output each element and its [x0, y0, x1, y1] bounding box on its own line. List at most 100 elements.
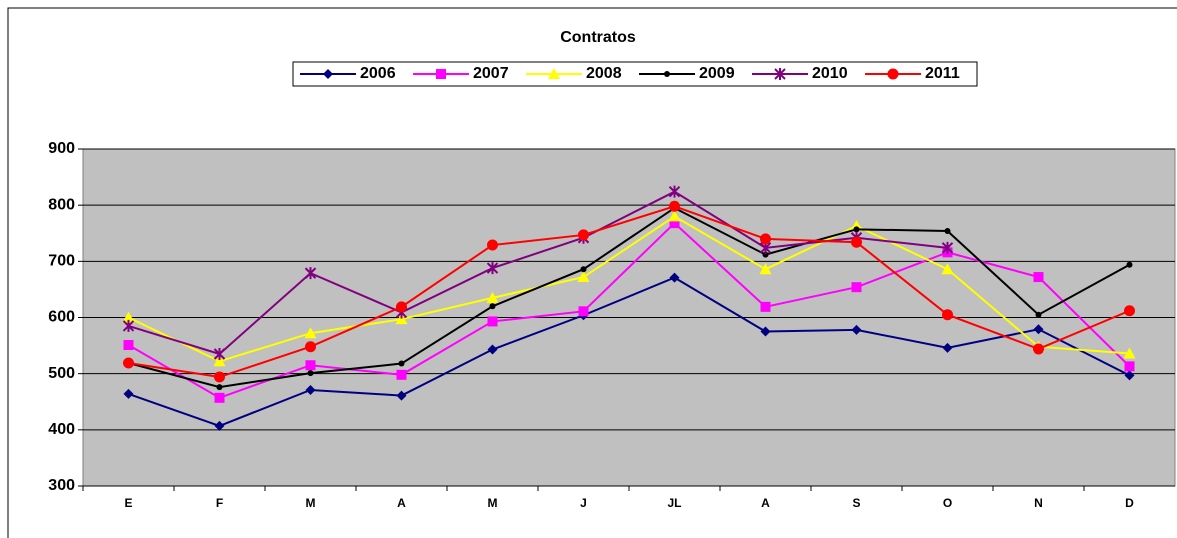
- point: [1126, 261, 1133, 268]
- point: [214, 371, 225, 383]
- point: [214, 420, 225, 431]
- series-line: [128, 215, 1130, 363]
- point: [1033, 324, 1044, 335]
- point: [1124, 305, 1135, 317]
- legend-label: 2008: [586, 65, 622, 82]
- y-tick-label: 600: [48, 309, 75, 326]
- point: [853, 226, 860, 233]
- point: [486, 262, 499, 275]
- point: [668, 185, 681, 198]
- point: [669, 200, 680, 212]
- x-tick-label: A: [397, 496, 406, 510]
- x-tick-label: M: [306, 496, 316, 510]
- legend-box: [292, 61, 978, 87]
- point: [216, 384, 223, 391]
- legend-marker: [323, 69, 333, 79]
- point: [396, 301, 407, 313]
- x-tick-label: J: [580, 496, 587, 510]
- y-tick-label: 300: [48, 477, 75, 494]
- point: [487, 316, 498, 327]
- point: [942, 342, 953, 353]
- point: [1124, 361, 1135, 372]
- point: [669, 218, 680, 229]
- chart-title: Contratos: [560, 29, 636, 46]
- point: [122, 319, 135, 332]
- x-tick-label: JL: [667, 496, 681, 510]
- legend-marker: [664, 71, 670, 77]
- point: [760, 301, 771, 312]
- point: [942, 309, 953, 321]
- point: [213, 348, 226, 361]
- point: [580, 266, 587, 273]
- point: [398, 360, 405, 367]
- series-line: [128, 205, 1130, 379]
- point: [396, 369, 407, 380]
- point: [395, 313, 408, 325]
- series-line: [128, 190, 948, 356]
- point: [487, 239, 498, 251]
- point: [1033, 272, 1044, 283]
- point: [1033, 343, 1044, 355]
- x-tick-label: M: [488, 496, 498, 510]
- point: [305, 360, 316, 371]
- point: [578, 229, 589, 241]
- y-tick-label: 700: [48, 253, 75, 270]
- point: [489, 303, 496, 310]
- point: [1124, 370, 1135, 381]
- legend-marker: [436, 69, 446, 79]
- y-tick-label: 500: [48, 365, 75, 382]
- point: [305, 384, 316, 395]
- x-tick-label: E: [124, 496, 132, 510]
- y-tick-label: 900: [48, 140, 75, 157]
- point: [851, 282, 862, 293]
- point: [123, 340, 134, 351]
- series-line: [127, 221, 1131, 399]
- point: [123, 388, 134, 399]
- point: [123, 357, 134, 369]
- x-tick-label: D: [1125, 496, 1134, 510]
- point: [1035, 311, 1042, 318]
- x-tick-label: F: [216, 496, 223, 510]
- point: [577, 271, 590, 283]
- point: [941, 263, 954, 275]
- point: [305, 341, 316, 353]
- point: [307, 370, 314, 377]
- point: [851, 236, 862, 248]
- y-tick-label: 800: [48, 196, 75, 213]
- point: [487, 344, 498, 355]
- point: [668, 210, 681, 222]
- x-tick-label: S: [852, 496, 860, 510]
- legend-marker: [548, 68, 560, 79]
- legend-label: 2007: [473, 65, 509, 82]
- legend-label: 2010: [812, 65, 848, 82]
- legend-marker: [774, 68, 786, 80]
- point: [669, 272, 680, 283]
- point: [122, 311, 135, 323]
- point: [1123, 347, 1136, 359]
- point: [760, 326, 771, 337]
- point: [304, 327, 317, 339]
- point: [214, 392, 225, 403]
- legend-marker: [887, 68, 899, 80]
- legend-label: 2011: [925, 65, 960, 82]
- point: [850, 219, 863, 231]
- x-tick-label: O: [943, 496, 952, 510]
- point: [944, 228, 951, 235]
- x-tick-label: A: [761, 496, 770, 510]
- point: [941, 241, 954, 254]
- point: [762, 251, 769, 258]
- point: [578, 306, 589, 317]
- x-tick-label: N: [1034, 496, 1043, 510]
- point: [759, 263, 772, 275]
- y-tick-label: 400: [48, 421, 75, 438]
- point: [304, 267, 317, 280]
- legend-label: 2009: [699, 65, 735, 82]
- legend-label: 2006: [360, 65, 396, 82]
- series-line: [128, 206, 1130, 389]
- point: [213, 355, 226, 367]
- point: [486, 291, 499, 303]
- point: [396, 390, 407, 401]
- series-line: [128, 276, 1130, 427]
- point: [851, 324, 862, 335]
